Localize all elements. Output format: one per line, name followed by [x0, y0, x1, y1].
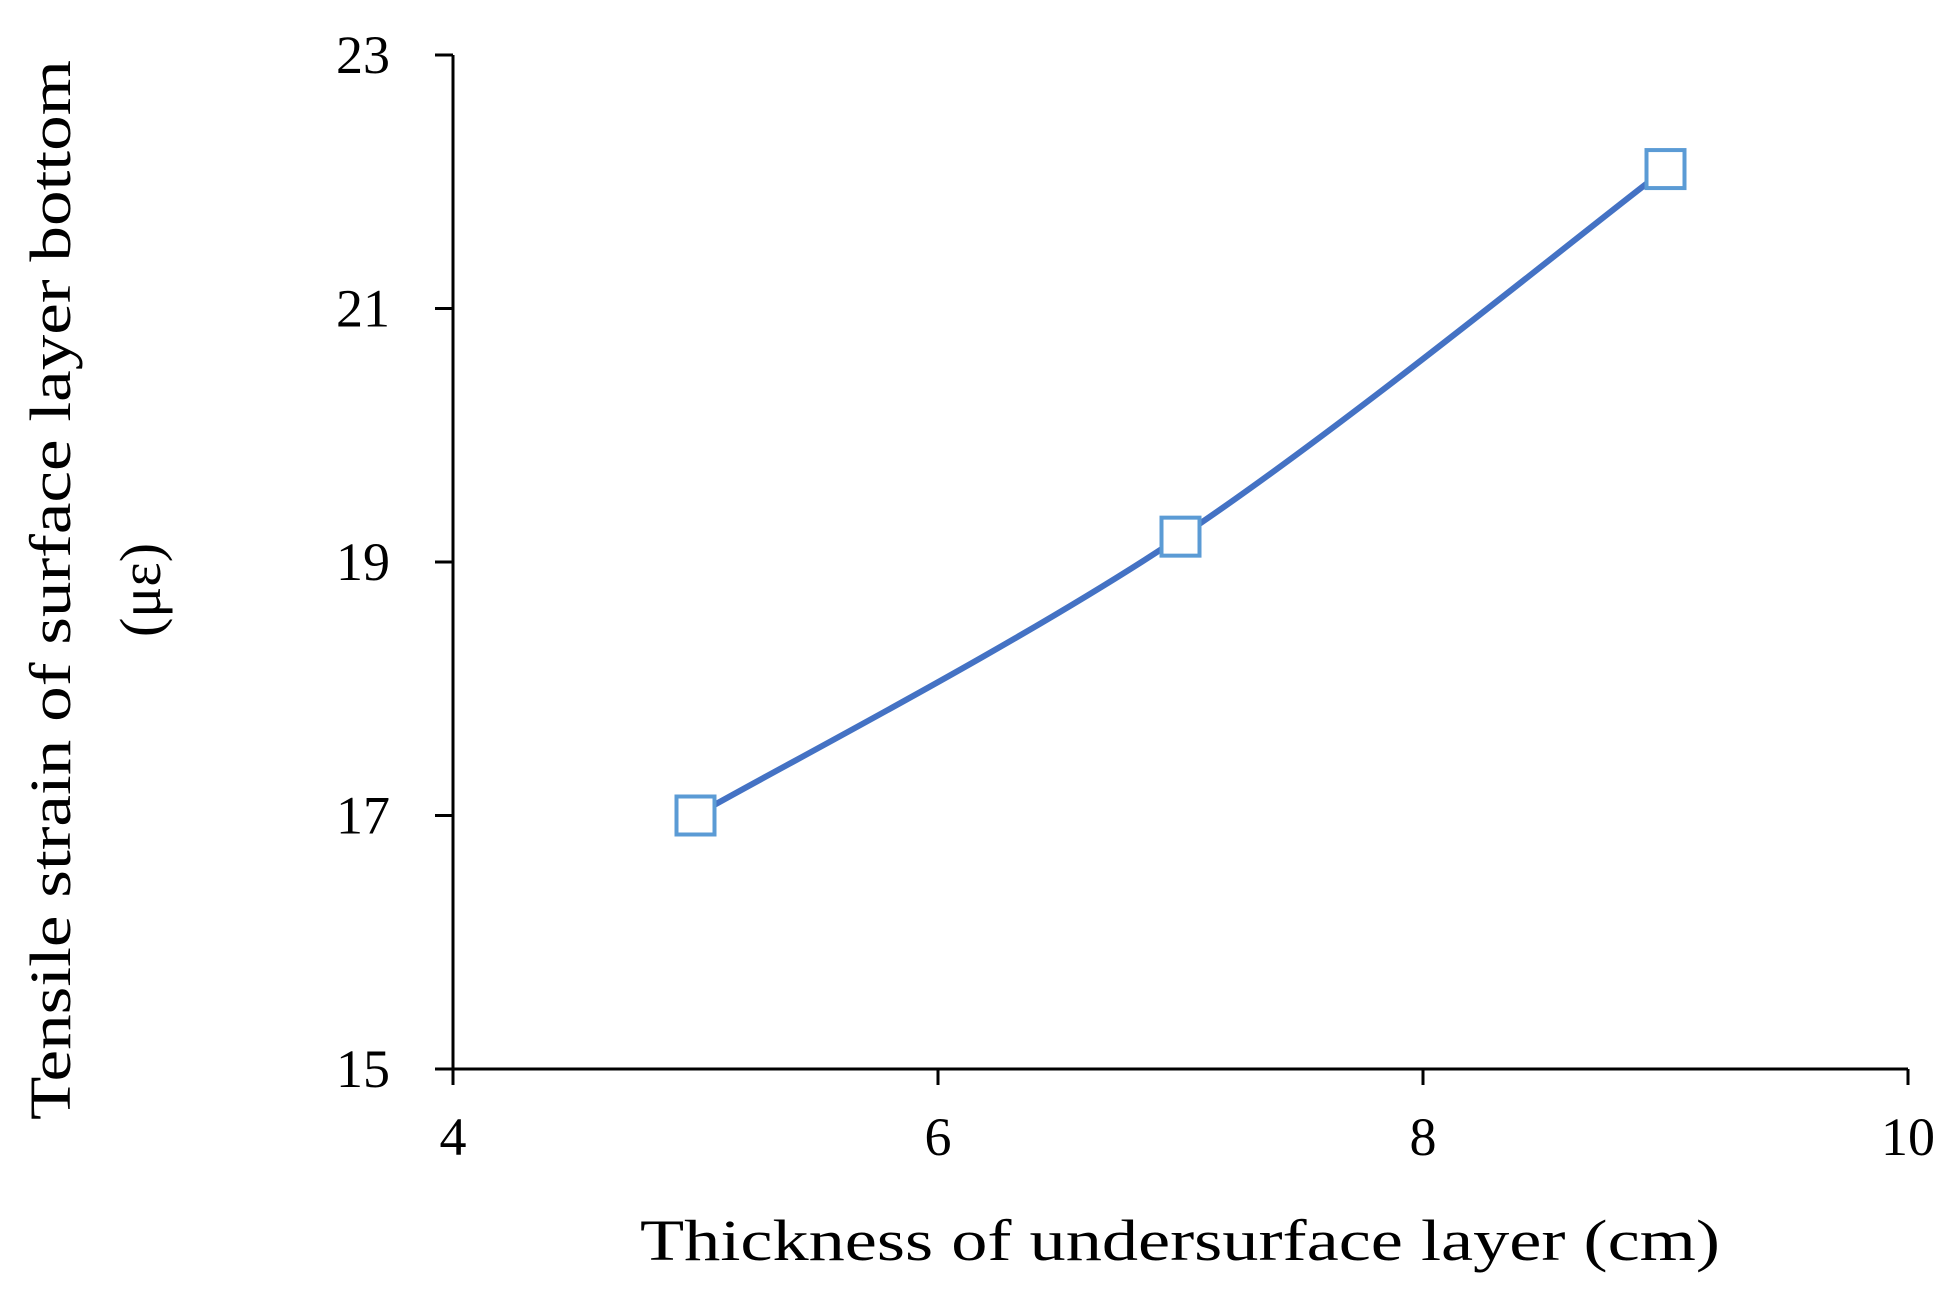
ticks: 15 17 19 21 23 4 6 8 10	[336, 25, 1935, 1167]
y-axis-title-line-1: Tensile strain of surface layer bottom	[18, 60, 83, 1120]
y-axis-title-line-2: (με)	[108, 543, 173, 637]
x-tick-label: 4	[440, 1107, 467, 1167]
series-line	[692, 166, 1669, 819]
y-tick-label: 19	[336, 532, 390, 592]
x-tick-label: 8	[1410, 1107, 1437, 1167]
y-tick-label: 21	[336, 279, 390, 339]
axis-titles: Thickness of undersurface layer (cm) Ten…	[18, 60, 1720, 1273]
y-tick-label: 17	[336, 786, 390, 846]
y-axis-title: Tensile strain of surface layer bottom (…	[18, 60, 173, 1120]
series	[674, 148, 1687, 837]
y-tick-label: 15	[336, 1039, 390, 1099]
data-point-marker	[1644, 148, 1687, 191]
y-tick-label: 23	[336, 25, 390, 85]
data-point-marker	[674, 794, 717, 837]
x-tick-label: 6	[925, 1107, 952, 1167]
x-tick-label: 10	[1881, 1107, 1935, 1167]
x-axis-title: Thickness of undersurface layer (cm)	[640, 1208, 1720, 1273]
data-point-marker	[1159, 515, 1202, 558]
axes	[451, 55, 1908, 1071]
